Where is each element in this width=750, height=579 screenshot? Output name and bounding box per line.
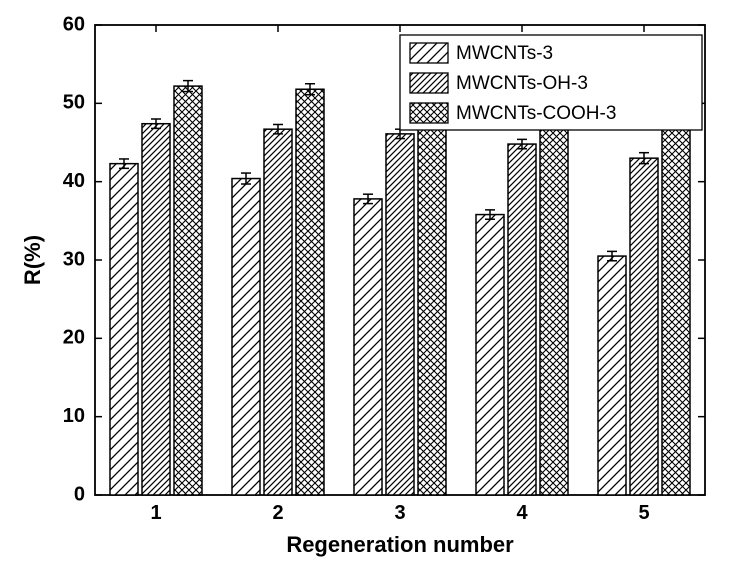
x-tick-label: 5 bbox=[638, 502, 649, 524]
legend-label: MWCNTs-3 bbox=[456, 43, 553, 64]
chart-container: 0 10 20 30 40 50 60 1 2 3 4 5 R(%) Regeneration numbe… bbox=[0, 0, 750, 579]
x-tick-label: 4 bbox=[516, 502, 528, 524]
bar bbox=[630, 158, 658, 495]
bar bbox=[540, 110, 568, 495]
legend-swatch bbox=[410, 73, 448, 93]
y-axis-label: R(%) bbox=[20, 235, 45, 285]
bar bbox=[662, 117, 690, 495]
bar bbox=[110, 164, 138, 495]
y-tick-label: 0 bbox=[74, 483, 85, 505]
bar-chart: 0 10 20 30 40 50 60 1 2 3 4 5 R(%) Regeneration numbe… bbox=[0, 0, 750, 579]
bar bbox=[386, 134, 414, 495]
bar bbox=[174, 86, 202, 495]
legend-label: MWCNTs-OH-3 bbox=[456, 73, 588, 94]
y-tick-label: 60 bbox=[63, 13, 85, 35]
bar bbox=[296, 89, 324, 495]
x-tick-label: 2 bbox=[272, 502, 283, 524]
bar bbox=[232, 179, 260, 495]
x-tick-label: 1 bbox=[150, 502, 161, 524]
legend-swatch bbox=[410, 103, 448, 123]
y-tick-label: 10 bbox=[63, 405, 85, 427]
bar bbox=[264, 129, 292, 495]
bar bbox=[598, 256, 626, 495]
x-axis-label: Regeneration number bbox=[286, 532, 514, 557]
y-tick-label: 50 bbox=[63, 92, 85, 114]
bar bbox=[142, 124, 170, 495]
legend-label: MWCNTs-COOH-3 bbox=[456, 103, 616, 124]
legend-swatch bbox=[410, 43, 448, 63]
bar bbox=[418, 99, 446, 495]
y-tick-label: 40 bbox=[63, 170, 85, 192]
x-tick-label: 3 bbox=[394, 502, 405, 524]
bar bbox=[476, 215, 504, 495]
y-tick-label: 30 bbox=[63, 248, 85, 270]
bar bbox=[354, 199, 382, 495]
y-tick-label: 20 bbox=[63, 327, 85, 349]
bar bbox=[508, 144, 536, 495]
